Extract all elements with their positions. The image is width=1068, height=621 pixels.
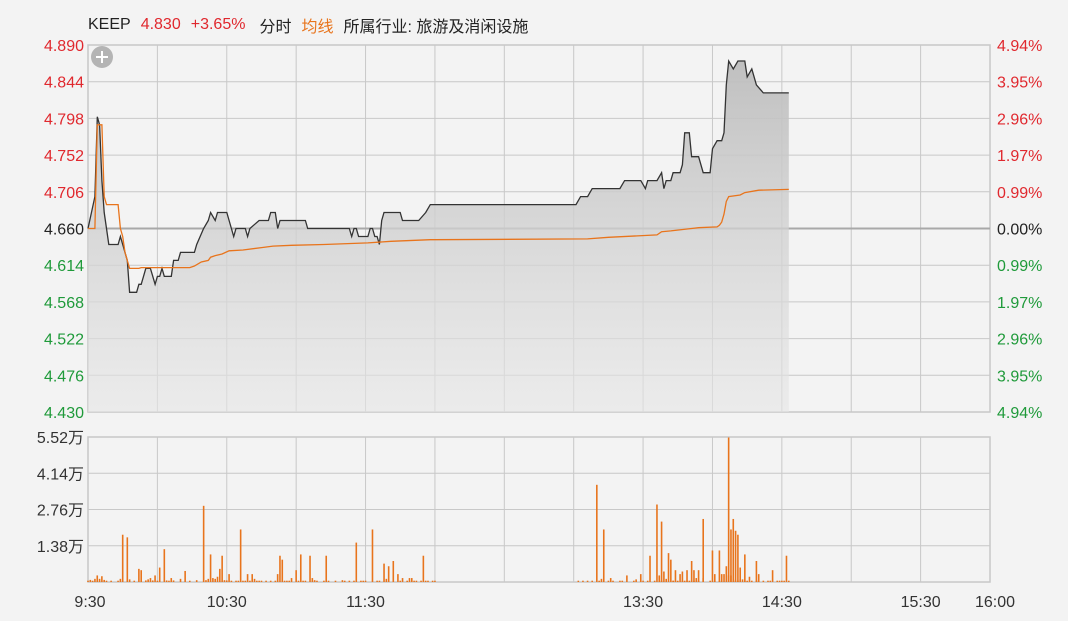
price-area — [88, 61, 789, 412]
y-tick-label-right: 2.96% — [997, 332, 1042, 349]
quote-header: KEEP 4.830 +3.65% 分时 均线 所属行业: 旅游及消闲设施 — [88, 14, 528, 36]
y-tick-label-right: 3.95% — [997, 75, 1042, 92]
y-tick-label-left: 4.752 — [44, 148, 84, 165]
y-tick-label-left: 4.614 — [44, 258, 84, 275]
y-tick-label-right: 0.00% — [997, 222, 1042, 239]
y-tick-label-left: 4.476 — [44, 368, 84, 385]
y-tick-label-right: 4.94% — [997, 405, 1042, 422]
x-tick-label: 15:30 — [901, 594, 941, 611]
plus-circle-icon[interactable] — [91, 46, 113, 68]
y-tick-label-right: 4.94% — [997, 38, 1042, 55]
last-price: 4.830 — [140, 16, 181, 33]
x-tick-label: 10:30 — [207, 594, 247, 611]
y-tick-label-left: 4.430 — [44, 405, 84, 422]
y-tick-label-left: 4.522 — [44, 332, 84, 349]
average-price-line — [88, 124, 789, 270]
industry-label: 所属行业: 旅游及消闲设施 — [343, 19, 529, 36]
price-change-percent: +3.65% — [190, 16, 246, 33]
intraday-mode-tab[interactable]: 分时 — [259, 19, 292, 36]
y-tick-label-right: 1.97% — [997, 148, 1042, 165]
x-tick-label: 9:30 — [74, 594, 105, 611]
y-tick-label-left: 4.844 — [44, 75, 84, 92]
y-tick-label-right: 3.95% — [997, 368, 1042, 385]
average-line-toggle[interactable]: 均线 — [301, 19, 334, 36]
x-tick-label: 16:00 — [975, 594, 1015, 611]
volume-tick-label: 5.52万 — [37, 430, 84, 447]
x-tick-label: 14:30 — [762, 594, 802, 611]
y-tick-label-right: 1.97% — [997, 295, 1042, 312]
price-line — [87, 58, 789, 293]
volume-tick-label: 1.38万 — [37, 539, 84, 556]
y-tick-label-right: 2.96% — [997, 111, 1042, 128]
y-tick-label-left: 4.568 — [44, 295, 84, 312]
y-tick-label-right: 0.99% — [997, 258, 1042, 275]
y-tick-label-left: 4.890 — [44, 38, 84, 55]
stock-symbol: KEEP — [88, 16, 131, 33]
y-tick-label-right: 0.99% — [997, 185, 1042, 202]
y-tick-label-left: 4.660 — [44, 222, 84, 239]
volume-tick-label: 4.14万 — [37, 466, 84, 483]
y-tick-label-left: 4.706 — [44, 185, 84, 202]
x-tick-label: 11:30 — [346, 594, 385, 611]
y-tick-label-left: 4.798 — [44, 111, 84, 128]
volume-tick-label: 2.76万 — [37, 503, 84, 520]
x-tick-label: 13:30 — [623, 594, 663, 611]
